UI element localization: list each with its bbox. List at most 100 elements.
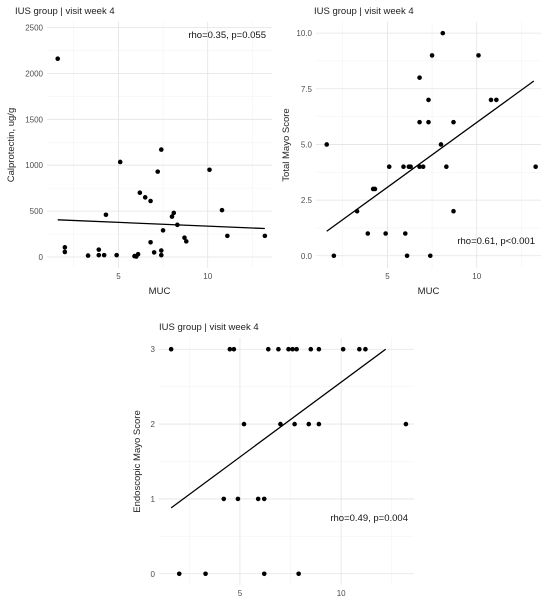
data-point	[160, 228, 166, 233]
data-point	[261, 571, 267, 577]
data-point	[55, 56, 61, 62]
data-point	[294, 346, 299, 352]
data-point	[417, 164, 422, 170]
data-point	[316, 346, 322, 352]
data-point	[365, 231, 371, 236]
data-point	[227, 346, 233, 352]
data-point	[417, 119, 422, 125]
data-point	[135, 251, 141, 257]
y-tick-label: 7.5	[301, 85, 313, 94]
data-point	[155, 169, 161, 174]
data-point	[494, 97, 499, 103]
data-point	[354, 208, 360, 214]
data-point	[96, 252, 102, 258]
data-point	[340, 346, 346, 352]
data-point	[262, 233, 268, 239]
regression-line	[326, 80, 535, 232]
data-point	[142, 195, 148, 200]
data-point	[286, 346, 291, 352]
y-tick-label: 2500	[25, 24, 43, 33]
data-point	[476, 53, 481, 58]
y-tick-label: 0	[39, 253, 44, 262]
data-point	[451, 208, 456, 214]
correlation-annotation: rho=0.61, p<0.001	[457, 236, 535, 247]
x-tick-label: 5	[238, 589, 243, 598]
data-point	[231, 346, 237, 352]
data-point	[357, 346, 362, 352]
data-point	[533, 164, 538, 170]
y-axis-title: Calprotectin, ug/g	[6, 108, 17, 182]
data-point	[114, 252, 119, 258]
data-point	[148, 198, 153, 204]
data-point	[401, 164, 406, 170]
data-point	[62, 245, 68, 250]
data-point	[261, 496, 267, 502]
chart-total-mayo: 5 10 0.0 2.5 5.0 7.5 10.0 IUS group | visit wee…	[281, 6, 541, 297]
data-point	[176, 571, 182, 577]
plot-panel	[316, 22, 541, 268]
data-point	[386, 164, 392, 170]
data-point	[241, 421, 247, 427]
data-point	[85, 253, 91, 258]
y-tick-label: 10.0	[296, 29, 312, 38]
data-point	[276, 346, 281, 352]
data-point	[203, 571, 208, 577]
y-tick-label: 0	[151, 570, 156, 579]
data-point	[363, 346, 368, 352]
data-point	[265, 346, 271, 352]
data-point	[182, 235, 187, 241]
data-point	[403, 421, 409, 427]
data-point	[402, 231, 408, 236]
correlation-annotation: rho=0.49, p=0.004	[330, 513, 408, 524]
data-point	[101, 252, 107, 258]
data-point	[372, 186, 378, 192]
data-point	[296, 571, 301, 577]
x-tick-label: 5	[116, 272, 121, 281]
data-point	[408, 164, 413, 170]
data-point	[290, 346, 295, 352]
data-point	[427, 253, 433, 259]
y-tick-label: 500	[30, 207, 44, 216]
data-point	[444, 164, 449, 170]
data-point	[62, 249, 68, 255]
data-point	[158, 252, 164, 258]
y-axis-title: Total Mayo Score	[281, 108, 292, 181]
plot-title: IUS group | visit week 4	[15, 6, 115, 17]
data-point	[103, 212, 109, 218]
data-point	[316, 421, 322, 427]
data-point	[168, 346, 174, 352]
plot-title: IUS group | visit week 4	[314, 6, 414, 17]
y-tick-label: 2000	[25, 69, 43, 78]
data-point	[255, 496, 261, 502]
data-point	[219, 207, 225, 213]
x-tick-label: 10	[337, 589, 346, 598]
data-point	[96, 247, 102, 252]
data-point	[278, 421, 283, 427]
y-tick-label: 5.0	[301, 140, 313, 149]
x-tick-label: 5	[385, 272, 390, 281]
data-point	[429, 53, 435, 58]
data-point	[148, 239, 153, 245]
y-tick-label: 1000	[25, 161, 43, 170]
data-point	[292, 421, 297, 427]
plot-title: IUS group | visit week 4	[159, 322, 259, 333]
data-point	[235, 496, 241, 502]
data-point	[171, 210, 177, 216]
data-point	[306, 421, 312, 427]
y-tick-label: 0.0	[301, 252, 313, 261]
regression-line	[57, 219, 265, 230]
data-point	[417, 75, 422, 80]
data-point	[451, 119, 456, 125]
correlation-annotation: rho=0.35, p=0.055	[188, 30, 266, 41]
y-tick-label: 2	[151, 420, 156, 429]
x-tick-label: 10	[472, 272, 481, 281]
data-point	[426, 97, 431, 103]
data-point	[383, 231, 388, 236]
data-point	[331, 253, 337, 259]
data-point	[183, 239, 189, 244]
data-point	[324, 142, 330, 147]
data-point	[440, 30, 446, 36]
plot-panel	[47, 22, 272, 268]
regression-line	[170, 348, 387, 509]
